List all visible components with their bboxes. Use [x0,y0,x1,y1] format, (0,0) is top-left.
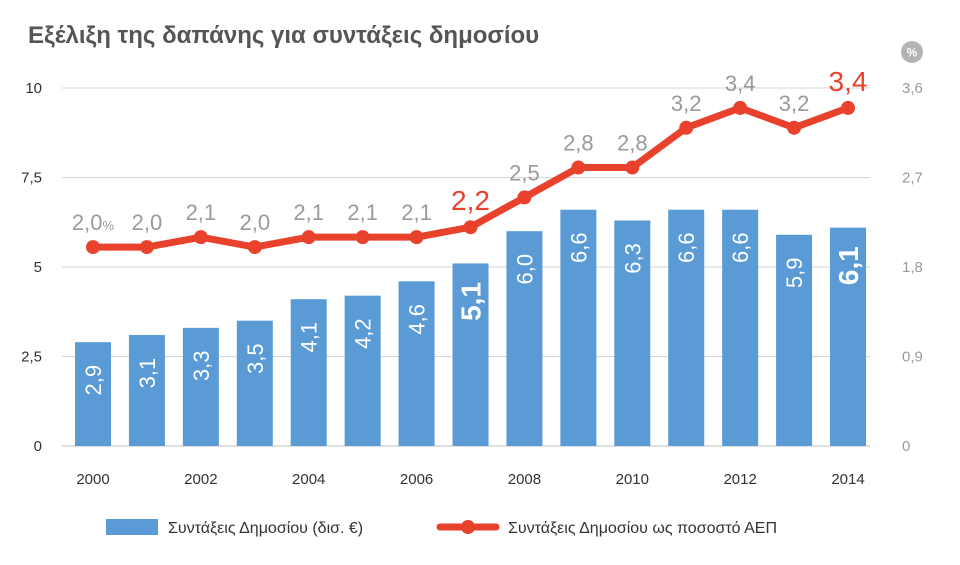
bar-value-label: 2,9 [81,365,106,396]
bar-value-label: 4,1 [297,322,322,353]
right-axis-tick: 0,9 [902,349,923,366]
right-axis-tick: 2,7 [902,170,923,187]
line-point [733,100,748,115]
line-point [625,160,640,175]
legend-bar-swatch [106,519,158,535]
line-point [787,120,802,135]
line-value-label: 3,4 [829,66,868,97]
line-point [139,240,154,255]
x-axis-tick: 2004 [292,471,325,488]
line-value-label: 2,8 [563,131,594,156]
x-axis-tick: 2002 [184,471,217,488]
bar [722,209,759,446]
bar [290,299,327,446]
bar-value-label: 6,6 [566,232,591,263]
line-point [247,240,262,255]
left-axis-tick: 0 [34,438,42,455]
line-value-label: 2,5 [509,160,540,185]
legend: Συντάξεις Δημοσίου (δισ. €) Συντάξεις Δη… [106,519,777,537]
x-axis-tick: 2006 [400,471,433,488]
line-point [86,240,100,255]
line-point [193,230,208,245]
x-axis-tick: 2008 [508,471,541,488]
right-axis-unit: % [907,46,918,60]
right-axis-tick: 0 [902,438,910,455]
line-point [301,230,316,245]
bar [344,295,381,446]
line-value-label: 2,0% [72,210,115,235]
line-value-label: 2,1 [186,200,217,225]
bar-value-label: 6,0 [512,254,537,285]
line-value-label: 3,2 [779,91,810,116]
line-value-label: 2,1 [401,200,432,225]
bar-value-label: 4,2 [351,318,376,349]
bar [236,320,273,446]
legend-line-marker [461,520,475,534]
bar-value-label: 6,3 [620,243,645,274]
line-point [355,230,370,245]
x-axis-tick: 2012 [723,471,756,488]
line-value-label: 2,0 [132,210,163,235]
bar-value-label: 3,3 [189,351,214,382]
left-axis-tick: 5 [34,259,42,276]
bar [75,342,111,446]
right-axis-unit-badge: % [901,41,923,63]
bar [830,227,867,446]
legend-line-label: Συντάξεις Δημοσίου ως ποσοστό ΑΕΠ [508,520,777,537]
bar-value-label: 4,6 [405,304,430,335]
line-series: 2,0% 2,0 2,1 2,0 2,1 2,1 2,1 2,2 2,5 2,8 2,8 3,2 3,4… [72,66,868,255]
line-point [517,190,532,205]
bar-value-label: 6,6 [728,232,753,263]
bar-series: 2,9 3,1 3,3 3,5 4,1 4,2 4,6 5,1 6,0 6,6 6,3 6,6 6,6 5… [75,209,867,446]
x-axis-tick: 2010 [616,471,649,488]
line-point [679,120,694,135]
bar [182,327,219,446]
x-axis: 2000 2002 2004 2006 2008 2010 2012 2014 [76,471,864,488]
left-axis-tick: 10 [25,80,42,97]
line-value-label: 2,1 [347,200,378,225]
x-axis-tick: 2000 [76,471,109,488]
legend-bar-label: Συντάξεις Δημοσίου (δισ. €) [168,520,363,537]
line-value-suffix: % [103,218,115,233]
bar-value-label: 3,1 [135,358,160,389]
line-point [409,230,424,245]
bar [398,281,435,446]
left-axis-tick: 7,5 [21,170,42,187]
right-axis: % 0 0,9 1,8 2,7 3,6 [901,41,923,455]
chart-title: Εξέλιξη της δαπάνης για συντάξεις δημοσί… [28,22,539,49]
bar [668,209,705,446]
line-point [463,220,478,235]
line-value-label: 3,4 [725,71,756,96]
line-value-label: 2,1 [293,200,324,225]
legend-item-line: Συντάξεις Δημοσίου ως ποσοστό ΑΕΠ [436,520,777,537]
bar [560,209,597,446]
right-axis-tick: 3,6 [902,80,923,97]
x-axis-tick: 2014 [831,471,864,488]
left-axis-tick: 2,5 [21,349,42,366]
line-value-label: 2,8 [617,131,648,156]
bar [614,220,651,446]
line-point [841,100,856,115]
line-value-label: 3,2 [671,91,702,116]
right-axis-tick: 1,8 [902,259,923,276]
bar [128,335,165,446]
bar-value-label: 5,1 [456,282,487,321]
bar-value-label: 6,1 [833,246,864,285]
legend-item-bars: Συντάξεις Δημοσίου (δισ. €) [106,519,363,537]
bar [776,234,813,446]
bar [506,231,543,446]
bar-value-label: 5,9 [782,257,807,288]
bar-value-label: 3,5 [243,343,268,374]
line-point [571,160,586,175]
line-value-label: 2,0 [239,210,270,235]
bar [452,263,489,446]
left-axis: 0 2,5 5 7,5 10 [21,80,42,455]
bar-value-label: 6,6 [674,232,699,263]
line-value-label: 2,2 [451,185,490,216]
